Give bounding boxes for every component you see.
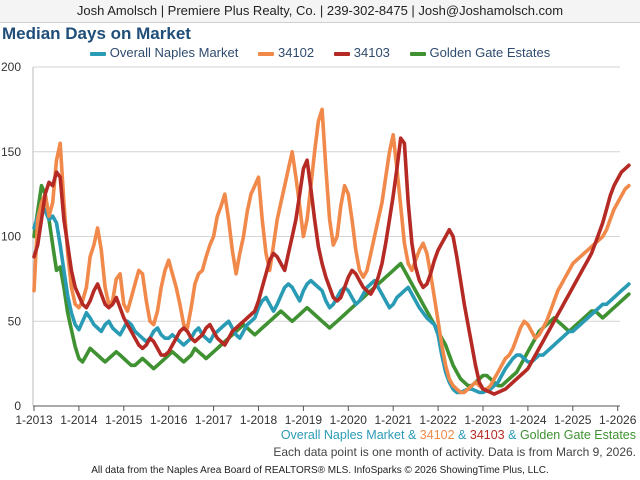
- x-tick-label: 1-2013: [15, 413, 53, 427]
- contact-banner: Josh Amolsch | Premiere Plus Realty, Co.…: [0, 0, 640, 23]
- legend-label-34102: 34102: [277, 45, 315, 60]
- y-tick-label: 200: [1, 60, 21, 74]
- legend-label-overall: Overall Naples Market: [109, 45, 239, 60]
- chart-legend: Overall Naples Market 34102 34103 Golden…: [0, 45, 640, 60]
- x-tick-label: 1-2024: [509, 413, 547, 427]
- legend-swatch-34102: [257, 51, 274, 56]
- legend-label-golden-gate: Golden Gate Estates: [429, 45, 551, 60]
- x-tick-label: 1-2020: [330, 413, 368, 427]
- y-tick-label: 150: [1, 145, 21, 159]
- caption-series-34102: 34102: [419, 428, 455, 442]
- legend-item-34102: 34102: [257, 45, 315, 60]
- y-tick-label: 100: [1, 230, 21, 244]
- caption-amp-3: &: [508, 428, 517, 442]
- legend-item-34103: 34103: [333, 45, 390, 60]
- y-tick-label: 0: [14, 399, 21, 413]
- y-tick-label: 50: [8, 314, 22, 328]
- caption-series-line: Overall Naples Market & 34102 & 34103 & …: [281, 428, 636, 442]
- footer-credits: All data from the Naples Area Board of R…: [91, 465, 549, 476]
- x-tick-label: 1-2025: [554, 413, 592, 427]
- chart-title: Median Days on Market: [2, 24, 191, 43]
- caption-series-overall: Overall Naples Market: [280, 428, 405, 442]
- x-tick-label: 1-2022: [419, 413, 457, 427]
- x-tick-label: 1-2018: [240, 413, 278, 427]
- caption-amp-1: &: [407, 428, 417, 442]
- x-tick-label: 1-2017: [195, 413, 233, 427]
- x-tick-label: 1-2021: [375, 413, 413, 427]
- legend-swatch-34103: [333, 51, 350, 56]
- legend-swatch-golden-gate: [409, 51, 426, 56]
- series-line-34103: [32, 136, 631, 396]
- legend-swatch-overall: [89, 51, 106, 56]
- caption-series-golden-gate: Golden Gate Estates: [519, 428, 636, 442]
- x-tick-label: 1-2019: [285, 413, 323, 427]
- series-line-golden-gate: [32, 183, 631, 388]
- legend-item-overall: Overall Naples Market: [89, 45, 239, 60]
- legend-item-golden-gate: Golden Gate Estates: [409, 45, 551, 60]
- x-tick-label: 1-2026: [599, 413, 637, 427]
- caption-series-34103: 34103: [469, 428, 505, 442]
- x-tick-label: 1-2016: [150, 413, 188, 427]
- caption-amp-2: &: [458, 428, 467, 442]
- caption-note: Each data point is one month of activity…: [273, 445, 636, 459]
- x-tick-label: 1-2015: [105, 413, 143, 427]
- legend-label-34103: 34103: [353, 45, 390, 60]
- x-tick-label: 1-2014: [60, 413, 98, 427]
- x-tick-label: 1-2023: [464, 413, 502, 427]
- series-line-34102: [32, 107, 631, 395]
